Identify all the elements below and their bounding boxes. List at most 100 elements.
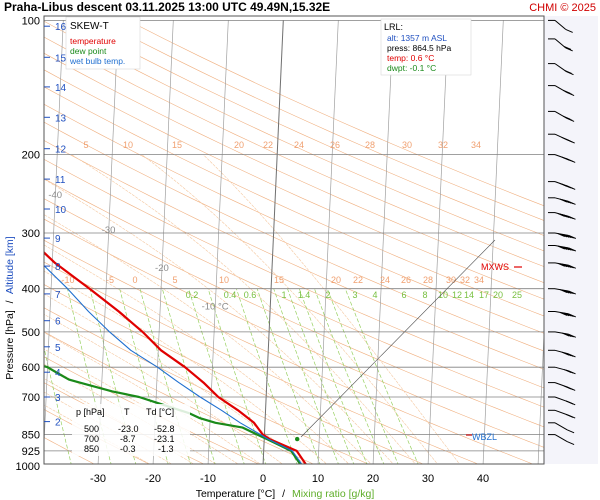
wind-layer bbox=[548, 19, 576, 446]
surface-marker bbox=[295, 436, 300, 442]
mixing-ratio-label: 10 bbox=[438, 290, 448, 300]
pressure-tick-label: 1000 bbox=[16, 461, 40, 473]
altitude-tick-label: 5 bbox=[55, 343, 61, 354]
dry-adiabat bbox=[44, 36, 544, 267]
dry-adiabat bbox=[127, 20, 544, 207]
table-header-td: Td [°C] bbox=[146, 407, 174, 417]
wind-barb-flag bbox=[565, 413, 574, 418]
wind-barb-flag bbox=[566, 441, 575, 446]
altitude-tick-label: 13 bbox=[55, 113, 67, 124]
grid-layer: -80 °C-70-60-50-40-30-20-10 °C5101520222… bbox=[44, 19, 544, 464]
mixing-ratio-label: 0.4 bbox=[224, 290, 237, 300]
wind-barb bbox=[548, 409, 576, 419]
dry-adiabat bbox=[44, 140, 544, 370]
wind-barb-staff bbox=[554, 396, 569, 403]
dry-adiabat-label: 22 bbox=[263, 140, 273, 150]
wind-barb bbox=[548, 197, 576, 205]
wind-barb bbox=[548, 212, 576, 220]
dry-adiabat-label: 30 bbox=[402, 140, 412, 150]
dry-adiabat bbox=[70, 20, 544, 236]
dry-adiabat bbox=[44, 198, 544, 428]
isotherm bbox=[97, 20, 119, 464]
wind-barb bbox=[548, 288, 576, 295]
wind-barb-flag bbox=[561, 136, 569, 141]
wind-barb-staff bbox=[554, 38, 567, 49]
moist-adiabat-label: 32 bbox=[460, 275, 470, 285]
wind-barb bbox=[548, 311, 576, 318]
legend-heading: SKEW-T bbox=[70, 21, 109, 32]
chart-title: Praha-Libus descent 03.11.2025 13:00 UTC… bbox=[4, 0, 330, 14]
wind-barb-flag bbox=[563, 115, 571, 120]
temperature-tick-label: 10 bbox=[312, 473, 324, 485]
pressure-tick-label: 100 bbox=[22, 15, 40, 27]
moist-adiabat bbox=[141, 154, 438, 464]
mixing-ratio-line bbox=[44, 346, 72, 464]
legend-item-dewpoint: dew point bbox=[70, 46, 107, 56]
dry-adiabat-label: 32 bbox=[438, 140, 448, 150]
moist-adiabat-label: -5 bbox=[106, 275, 114, 285]
wind-barb-flag bbox=[566, 290, 574, 295]
dry-adiabat-label: 20 bbox=[234, 140, 244, 150]
mixing-ratio-label: 1.4 bbox=[298, 290, 311, 300]
mixing-ratio-label: 3 bbox=[352, 290, 357, 300]
moist-adiabat-label: 26 bbox=[401, 275, 411, 285]
altitude-tick-label: 16 bbox=[55, 22, 67, 33]
x-axis-title: Temperature [°C] / Mixing ratio [g/kg] bbox=[196, 488, 375, 500]
temperature-tick-label: 0 bbox=[260, 473, 266, 485]
wind-barb bbox=[548, 382, 576, 391]
series-layer bbox=[44, 251, 307, 464]
mixing-ratio-label: 4 bbox=[372, 290, 377, 300]
temperature-tick-label: 20 bbox=[367, 473, 379, 485]
pressure-tick-label: 500 bbox=[22, 327, 40, 339]
pressure-tick-label: 700 bbox=[22, 392, 40, 404]
wind-barb-flag bbox=[557, 233, 565, 237]
table-cell: 700 bbox=[84, 434, 99, 444]
altitude-tick-label: 10 bbox=[55, 205, 67, 216]
table-header-t: T bbox=[124, 407, 130, 417]
wind-barb bbox=[548, 38, 573, 52]
legend-box bbox=[65, 16, 141, 70]
copyright-text: CHMI © 2025 bbox=[529, 2, 596, 14]
wind-barb-flag bbox=[564, 312, 572, 317]
mixing-ratio-label: 12 bbox=[452, 290, 462, 300]
mxws-label: MXWS bbox=[481, 262, 509, 272]
isotherm bbox=[427, 20, 449, 464]
wind-barb bbox=[548, 133, 575, 144]
pressure-tick-label: 600 bbox=[22, 362, 40, 374]
dry-adiabat bbox=[44, 178, 544, 408]
altitude-tick-label: 15 bbox=[55, 53, 67, 64]
moist-adiabat-label: 34 bbox=[474, 275, 484, 285]
legend-item-temperature: temperature bbox=[70, 36, 116, 46]
wind-barb-staff bbox=[554, 434, 568, 443]
lrl-heading: LRL: bbox=[384, 22, 403, 32]
legend-item-wetbulb: wet bulb temp. bbox=[69, 56, 125, 66]
wind-barb-staff bbox=[554, 20, 567, 30]
table-cell: -1.3 bbox=[158, 444, 174, 454]
moist-adiabat-label: 10 bbox=[219, 275, 229, 285]
pressure-tick-label: 400 bbox=[22, 284, 40, 296]
wind-barb-flag bbox=[557, 262, 565, 267]
pressure-tick-label: 925 bbox=[22, 446, 40, 458]
mixing-ratio-label: 0.6 bbox=[244, 290, 257, 300]
table-cell: -52.8 bbox=[154, 424, 175, 434]
altitude-tick-label: 12 bbox=[55, 145, 67, 156]
altitude-tick-label: 6 bbox=[55, 317, 61, 328]
altitude-tick-label: 7 bbox=[55, 290, 61, 301]
wind-barb bbox=[548, 366, 576, 375]
pressure-tick-label: 300 bbox=[22, 228, 40, 240]
temperature-tick-label: -20 bbox=[145, 473, 161, 485]
mixing-ratio-label: 2 bbox=[325, 290, 330, 300]
axis-layer: 1002003004005006007008509251000161514131… bbox=[16, 15, 545, 485]
altitude-tick-label: 9 bbox=[55, 234, 61, 245]
table-row: 500 -23.0 -52.8 bbox=[84, 424, 175, 434]
altitude-tick-label: 11 bbox=[55, 175, 66, 186]
moist-adiabat-label: -10 bbox=[61, 275, 74, 285]
wind-barb-flag bbox=[565, 400, 574, 405]
isotherm bbox=[482, 20, 504, 464]
temperature-tick-label: 30 bbox=[422, 473, 434, 485]
isotherm-label: -10 °C bbox=[202, 301, 229, 312]
wind-barb-flag bbox=[563, 385, 572, 390]
wind-barb bbox=[548, 154, 576, 163]
y-axis-label-altitude: Altitude [km] bbox=[4, 236, 16, 294]
